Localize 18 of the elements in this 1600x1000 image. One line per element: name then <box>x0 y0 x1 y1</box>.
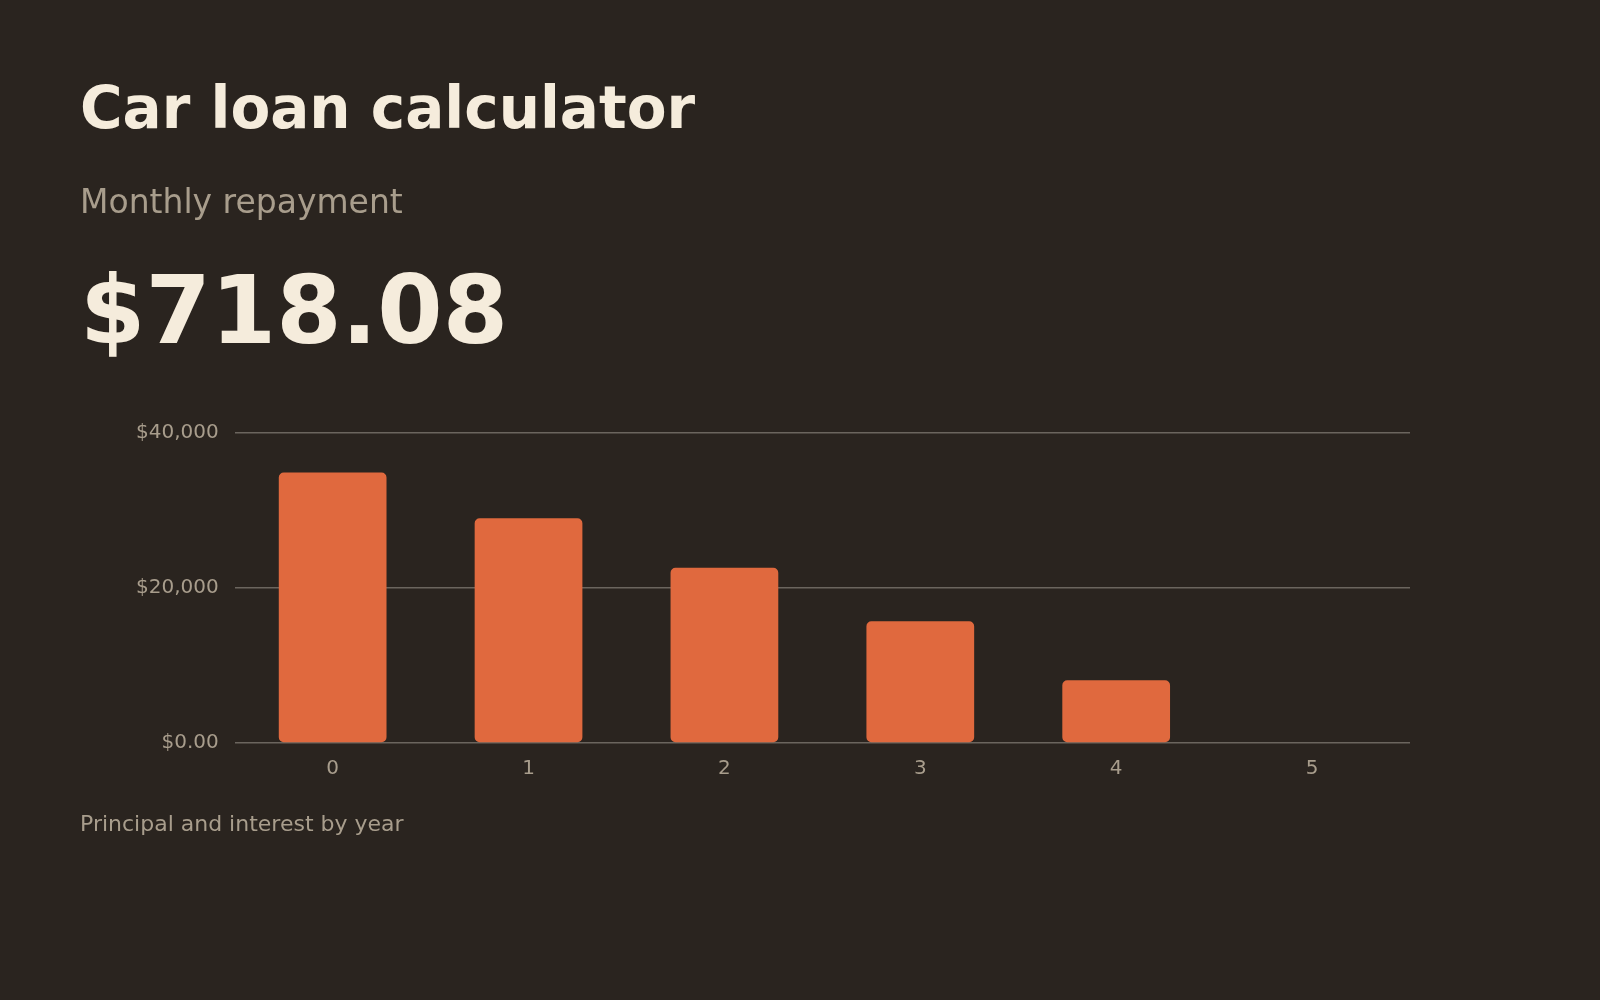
x-tick-label: 3 <box>913 755 927 780</box>
y-tick-label: $40,000 <box>135 419 219 444</box>
y-tick-label: $0.00 <box>161 729 219 754</box>
bar <box>278 472 387 743</box>
chart-title: Car loan calculator <box>80 74 696 142</box>
x-tick-label: 2 <box>718 755 731 780</box>
bar <box>474 518 583 743</box>
bar <box>670 567 779 743</box>
text: $718.08 <box>80 256 509 365</box>
bar <box>1062 680 1171 743</box>
x-tick-label: 0 <box>326 755 340 780</box>
x-tick-label: 5 <box>1305 755 1319 780</box>
text: Principal and interest by year <box>80 811 404 836</box>
bar <box>866 621 975 743</box>
x-tick-label: 4 <box>1109 755 1123 780</box>
chart-subtitle: Monthly repayment <box>80 182 403 221</box>
x-tick-label: 1 <box>522 755 535 780</box>
y-tick-label: $20,000 <box>135 574 219 599</box>
